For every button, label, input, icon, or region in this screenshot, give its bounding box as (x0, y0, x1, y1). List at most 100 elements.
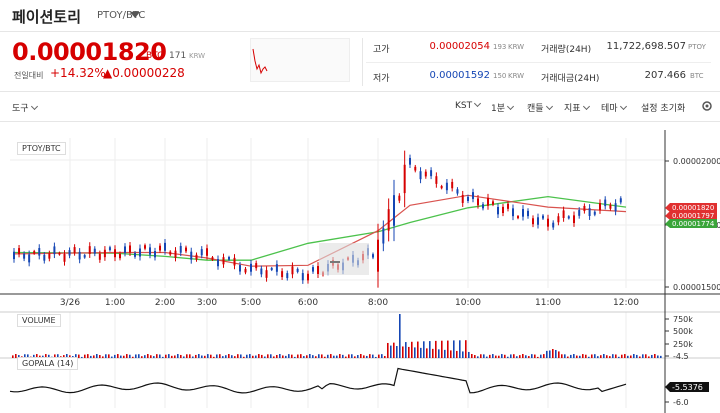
volume-bar (453, 340, 455, 358)
chart-canvas[interactable]: 3/26 1:00 2:00 3:00 5:00 6:00 8:00 10:00 11:00 12… (0, 130, 720, 413)
volume-bar (651, 354, 653, 358)
volume-bar (660, 355, 662, 358)
volume-tick-label: 500k (673, 327, 693, 336)
candle-body (124, 246, 126, 254)
candle-body (233, 257, 236, 266)
volume-bar (84, 354, 86, 358)
volume-bar (564, 354, 566, 358)
candle-body (377, 239, 379, 272)
volume-bar (423, 341, 425, 358)
candle-body (286, 273, 289, 279)
candle-body (456, 189, 459, 194)
settings-icon[interactable] (701, 100, 713, 112)
chart-type-menu[interactable]: 캔들 (527, 101, 553, 114)
pair-code[interactable]: PTOY/BTC (97, 10, 146, 21)
volume-bar (294, 356, 296, 358)
tools-menu[interactable]: 도구 (12, 101, 38, 114)
interval-label: 1분 (491, 104, 506, 114)
candle-body (93, 248, 96, 254)
volume-bar (465, 340, 467, 358)
candle-body (159, 245, 161, 251)
volume-bar (174, 355, 176, 358)
candle-body (307, 273, 309, 281)
volume-bar (618, 356, 620, 358)
volume-bar (45, 354, 47, 358)
timezone-menu[interactable]: KST (455, 99, 482, 111)
volume-bar (159, 354, 161, 358)
volume-bar (279, 354, 281, 358)
sparkline-svg (252, 48, 268, 75)
volume-bar (153, 356, 155, 358)
volume-bar (216, 354, 218, 358)
market-header: 페이션토리 PTOY/BTC (0, 0, 720, 32)
volume-bar (471, 354, 473, 358)
reset-settings-button[interactable]: 설정 초기화 (641, 104, 686, 114)
volume-bar (120, 355, 122, 358)
volume-bar (498, 355, 500, 358)
volume-bar (168, 354, 170, 358)
volume-bar (90, 355, 92, 358)
candle-body (403, 164, 406, 194)
volume-bar (456, 350, 458, 358)
main-panel-label: PTOY/BTC (17, 142, 66, 155)
low-krw: 150 (493, 72, 507, 80)
volume-bar (360, 354, 362, 358)
volume-bar (426, 348, 428, 358)
chevron-down-icon (474, 99, 482, 108)
volume-bar (576, 355, 578, 358)
volume-bar (162, 356, 164, 358)
candle-body (477, 198, 479, 206)
interval-menu[interactable]: 1분 (491, 101, 515, 114)
volume-bar (414, 347, 416, 358)
volume-bar (378, 354, 380, 358)
candle-body (317, 266, 319, 274)
candle-body (497, 207, 499, 215)
volume-bar (606, 355, 608, 358)
volume-bar (462, 351, 464, 358)
trading-chart[interactable]: 3/26 1:00 2:00 3:00 5:00 6:00 8:00 10:00 11:00 12… (0, 130, 720, 413)
candle-body (164, 242, 166, 251)
market-dropdown-icon[interactable] (130, 12, 140, 18)
volume-bar (42, 355, 44, 358)
coin-name[interactable]: 페이션토리 (12, 8, 82, 26)
price-krw: 171 (169, 51, 187, 61)
volume-bar (282, 355, 284, 358)
volume-bar (477, 356, 479, 358)
volume-series (12, 314, 662, 358)
change-amount: ▲0.00000228 (103, 66, 185, 80)
volume-bar (405, 342, 407, 358)
volume-bar (78, 354, 80, 358)
candle-body (119, 253, 121, 259)
volume-bar (276, 354, 278, 358)
volume-bar (630, 355, 632, 358)
candle-body (144, 245, 146, 249)
time-tick-label: 3:00 (197, 298, 217, 308)
volume-bar (183, 356, 185, 358)
volume-bar (486, 356, 488, 358)
volume-bar (408, 346, 410, 358)
candle-body (467, 196, 469, 201)
price-tag-label: 0.00001820 (672, 204, 714, 212)
volume-bar (147, 354, 149, 358)
volume-bar (483, 354, 485, 358)
turnover-value: 207.466 (644, 70, 686, 81)
candle-body (83, 255, 86, 258)
volume-bar (36, 354, 38, 358)
candle-body (108, 247, 111, 251)
volume-bar (180, 354, 182, 358)
candle-body (414, 166, 417, 171)
volume-bar (387, 342, 389, 358)
volume-bar (345, 356, 347, 358)
price-tag (665, 211, 717, 220)
theme-menu[interactable]: 테마 (601, 101, 627, 114)
volume-bar (204, 355, 206, 358)
volume-bar (642, 354, 644, 358)
volume-bar (288, 354, 290, 358)
indicators-menu[interactable]: 지표 (564, 101, 590, 114)
candle-body (33, 251, 36, 254)
time-tick-label: 2:00 (155, 298, 175, 308)
candle-body (382, 228, 385, 244)
volume-bar (393, 342, 395, 358)
volume-bar (558, 351, 560, 358)
volume-bar (492, 354, 494, 358)
